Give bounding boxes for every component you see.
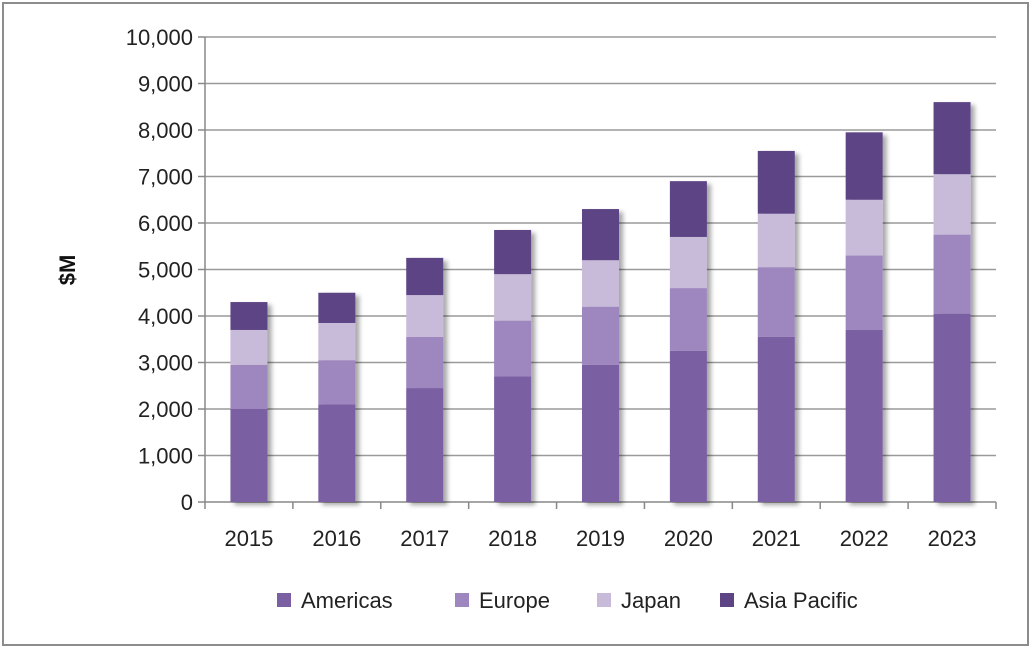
x-axis-ticks: 2015 2016 2017 2018 2019 2020 2021 2022 2023 <box>204 502 997 551</box>
bar-segment-americas <box>845 329 883 502</box>
bar-stack-2020 <box>669 181 707 502</box>
bars <box>230 102 971 502</box>
bar-segment-americas <box>406 388 444 502</box>
bar-segment-japan <box>757 213 795 268</box>
bar-segment-japan <box>933 174 971 235</box>
bar-segment-europe <box>230 364 268 409</box>
bar-segment-japan <box>845 199 883 256</box>
bar-segment-japan <box>230 329 268 365</box>
y-tick-label: 8,000 <box>138 118 193 143</box>
bar-segment-americas <box>757 336 795 502</box>
bar-segment-americas <box>494 376 532 502</box>
x-tick-label: 2022 <box>840 526 889 551</box>
bar-stack-2015 <box>230 302 268 502</box>
x-tick-label: 2017 <box>400 526 449 551</box>
bar-segment-asia-pacific <box>230 302 268 330</box>
bar-segment-japan <box>406 295 444 337</box>
legend-label: Japan <box>621 588 681 613</box>
x-tick-label: 2020 <box>664 526 713 551</box>
bar-segment-asia-pacific <box>669 181 707 237</box>
bar-segment-asia-pacific <box>933 102 971 175</box>
bar-segment-europe <box>582 306 619 365</box>
legend-label: Asia Pacific <box>744 588 858 613</box>
bar-stack-2023 <box>933 102 971 502</box>
legend: Americas Europe Japan Asia Pacific <box>277 588 858 613</box>
y-tick-label: 0 <box>181 490 193 515</box>
y-tick-label: 9,000 <box>138 72 193 97</box>
legend-label: Europe <box>479 588 550 613</box>
bar-segment-americas <box>318 404 356 502</box>
y-tick-label: 7,000 <box>138 165 193 190</box>
bar-stack-2016 <box>318 292 356 502</box>
x-tick-label: 2023 <box>928 526 977 551</box>
y-tick-label: 3,000 <box>138 351 193 376</box>
bar-segment-americas <box>669 350 707 502</box>
y-axis-label: $M <box>55 255 80 286</box>
x-tick-label: 2019 <box>576 526 625 551</box>
y-tick-label: 5,000 <box>138 258 193 283</box>
bar-segment-asia-pacific <box>318 292 356 323</box>
bar-segment-japan <box>318 322 356 361</box>
x-tick-label: 2015 <box>224 526 273 551</box>
bar-segment-americas <box>230 409 268 502</box>
bar-segment-europe <box>494 320 532 377</box>
bar-stack-2021 <box>757 150 795 502</box>
legend-swatch-asia-pacific <box>720 593 734 607</box>
legend-swatch-europe <box>455 593 469 607</box>
bar-segment-europe <box>933 234 971 314</box>
legend-swatch-japan <box>597 593 611 607</box>
y-tick-label: 2,000 <box>138 397 193 422</box>
bar-segment-asia-pacific <box>582 209 619 261</box>
bar-segment-americas <box>933 313 971 502</box>
bar-stack-2022 <box>845 132 883 502</box>
x-tick-label: 2018 <box>488 526 537 551</box>
x-tick-label: 2016 <box>312 526 361 551</box>
bar-segment-europe <box>669 288 707 351</box>
y-tick-label: 10,000 <box>126 25 193 50</box>
bar-segment-japan <box>582 260 619 307</box>
bar-stack-2017 <box>406 257 444 502</box>
y-axis-ticks: 0 1,000 2,000 3,000 4,000 5,000 6,000 7,000 8,00… <box>126 25 205 515</box>
bar-stack-2019 <box>582 209 619 502</box>
bar-segment-japan <box>494 274 532 321</box>
y-tick-label: 1,000 <box>138 444 193 469</box>
x-tick-label: 2021 <box>752 526 801 551</box>
bar-segment-europe <box>757 267 795 337</box>
legend-swatch-americas <box>277 593 291 607</box>
bar-segment-asia-pacific <box>406 257 444 296</box>
bar-stack-2018 <box>494 229 532 502</box>
bar-segment-asia-pacific <box>845 132 883 200</box>
bar-segment-europe <box>406 336 444 389</box>
bar-segment-japan <box>669 236 707 289</box>
bar-segment-europe <box>845 255 883 330</box>
y-tick-label: 6,000 <box>138 211 193 236</box>
bar-segment-asia-pacific <box>494 229 532 275</box>
bar-segment-americas <box>582 364 619 502</box>
bar-segment-asia-pacific <box>757 150 795 214</box>
y-tick-label: 4,000 <box>138 304 193 329</box>
bar-segment-europe <box>318 360 356 405</box>
legend-label: Americas <box>301 588 393 613</box>
